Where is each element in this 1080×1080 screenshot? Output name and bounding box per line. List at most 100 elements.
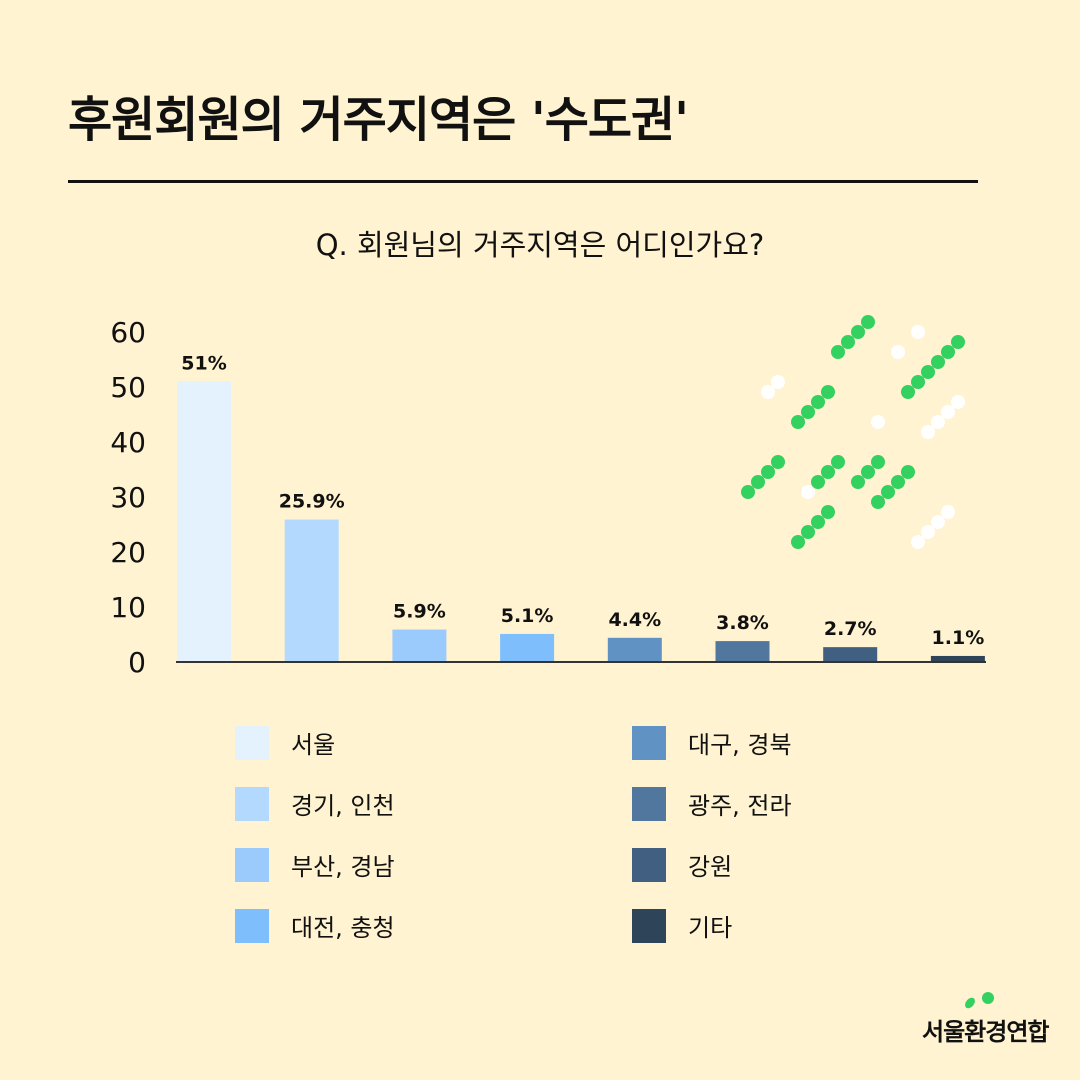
y-tick-label: 0	[128, 646, 146, 679]
decor-dot-green	[791, 535, 805, 549]
decor-dot-green	[871, 455, 885, 469]
decor-dot-green	[771, 455, 785, 469]
decor-dot-green	[831, 345, 845, 359]
y-tick-label: 10	[110, 591, 146, 624]
legend-swatch	[632, 725, 666, 760]
legend-label: 부산, 경남	[291, 853, 395, 881]
decor-dot-white	[911, 535, 925, 549]
decor-dot-green	[861, 465, 875, 479]
decor-dot-green	[761, 465, 775, 479]
legend-swatch	[235, 847, 269, 882]
data-label: 1.1%	[932, 627, 985, 649]
decor-dot-green	[921, 365, 935, 379]
logo: 서울환경연합	[922, 1012, 1049, 1047]
page-title: 후원회원의 거주지역은 '수도권'	[68, 92, 689, 148]
legend-item: 경기, 인천	[235, 786, 395, 821]
survey-question: Q. 회원님의 거주지역은 어디인가요?	[315, 228, 765, 262]
bar	[607, 637, 662, 662]
decor-dot-green	[951, 335, 965, 349]
decor-dot-green	[821, 385, 835, 399]
bar	[715, 641, 770, 662]
legend-item: 대구, 경북	[632, 725, 792, 760]
decor-dot-green	[811, 515, 825, 529]
decor-dot-green	[931, 355, 945, 369]
legend-item: 광주, 전라	[632, 786, 792, 821]
decor-dot-green	[791, 415, 805, 429]
decor-dot-white	[951, 395, 965, 409]
decor-dot-white	[891, 345, 905, 359]
data-label: 4.4%	[608, 609, 661, 631]
decor-dot-green	[801, 405, 815, 419]
decor-dot-white	[941, 505, 955, 519]
decor-dot-green	[801, 525, 815, 539]
legend-item: 대전, 충청	[235, 908, 395, 943]
legend-label: 서울	[291, 731, 336, 759]
decor-dot-green	[741, 485, 755, 499]
decor-dot-white	[771, 375, 785, 389]
legend-label: 기타	[688, 914, 733, 942]
logo-text: 서울환경연합	[922, 1018, 1049, 1046]
decor-dot-green	[901, 385, 915, 399]
data-label: 51%	[181, 353, 226, 375]
data-label: 3.8%	[716, 612, 769, 634]
decor-dot-green	[811, 395, 825, 409]
decor-dot-green	[861, 315, 875, 329]
bar	[392, 629, 447, 662]
legend-swatch	[235, 786, 269, 821]
data-label: 2.7%	[824, 618, 877, 640]
legend-swatch	[632, 786, 666, 821]
decor-dot-green	[831, 455, 845, 469]
y-tick-label: 40	[110, 426, 146, 459]
decor-dot-green	[811, 475, 825, 489]
decor-dot-green	[881, 485, 895, 499]
decor-dot-green	[851, 325, 865, 339]
legend-swatch	[235, 725, 269, 760]
legend-swatch	[632, 847, 666, 882]
data-label: 25.9%	[279, 491, 345, 513]
data-label: 5.9%	[393, 601, 446, 623]
decor-dot-white	[941, 405, 955, 419]
decor-dot-white	[761, 385, 775, 399]
decor-dot-green	[851, 475, 865, 489]
decor-dot-green	[841, 335, 855, 349]
decor-dot-green	[911, 375, 925, 389]
legend-label: 대전, 충청	[291, 914, 395, 942]
legend-item: 부산, 경남	[235, 847, 395, 882]
data-label: 5.1%	[501, 605, 554, 627]
bar	[930, 655, 985, 662]
logo-leaf-icon	[982, 992, 994, 1004]
decor-dot-green	[941, 345, 955, 359]
legend-label: 강원	[688, 853, 733, 881]
bar	[823, 647, 878, 662]
legend-label: 광주, 전라	[688, 792, 792, 820]
legend-label: 경기, 인천	[291, 792, 395, 820]
decor-dot-white	[871, 415, 885, 429]
legend-label: 대구, 경북	[688, 731, 792, 759]
bar	[177, 381, 231, 662]
y-tick-label: 60	[110, 316, 146, 349]
decor-dot-white	[921, 525, 935, 539]
decor-dot-green	[871, 495, 885, 509]
decor-dot-white	[931, 515, 945, 529]
decor-dot-green	[901, 465, 915, 479]
decor-dot-green	[821, 505, 835, 519]
decor-dot-green	[751, 475, 765, 489]
decor-dot-white	[801, 485, 815, 499]
legend-item: 서울	[235, 725, 335, 760]
legend-swatch	[235, 908, 269, 943]
y-tick-label: 30	[110, 481, 146, 514]
legend-item: 기타	[632, 908, 732, 943]
title-divider	[68, 180, 978, 183]
bar	[500, 633, 555, 662]
decor-dot-white	[911, 325, 925, 339]
decor-dot-white	[931, 415, 945, 429]
y-tick-label: 20	[110, 536, 146, 569]
logo-leaf-icon	[965, 997, 975, 1009]
bar	[284, 519, 339, 662]
decor-dot-green	[821, 465, 835, 479]
decor-dot-white	[921, 425, 935, 439]
decor-dot-green	[891, 475, 905, 489]
legend-item: 강원	[632, 847, 732, 882]
